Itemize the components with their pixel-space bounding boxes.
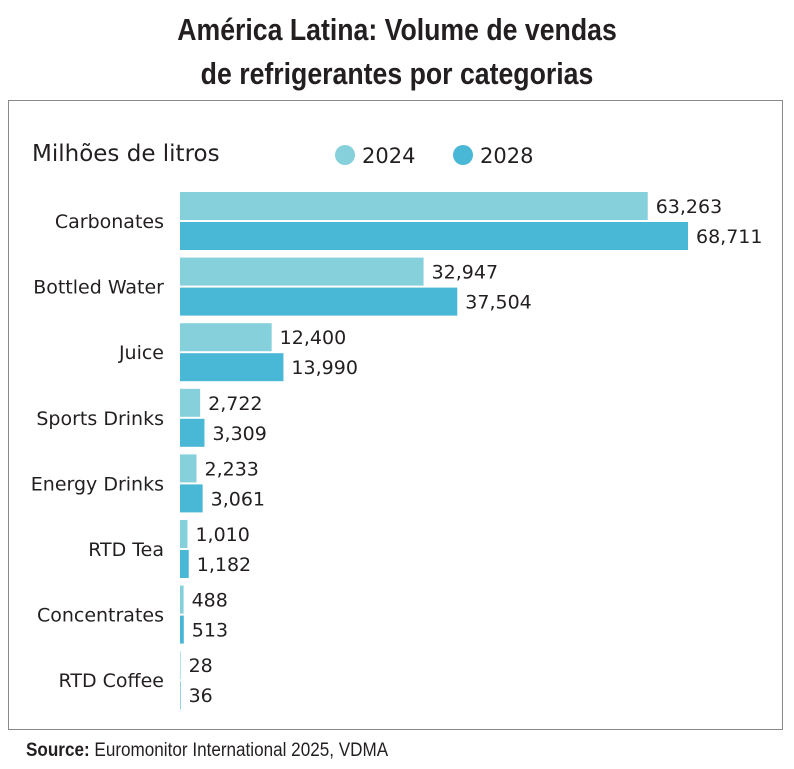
bar-2028: [180, 681, 181, 710]
data-label-2024: 28: [189, 655, 213, 677]
data-label-2024: 1,010: [195, 524, 249, 546]
data-label-2024: 63,263: [656, 196, 722, 218]
bar-2028: [180, 222, 688, 250]
title-line-1: América Latina: Volume de vendas: [177, 12, 617, 47]
legend: 2024 2028: [335, 144, 533, 168]
chart-frame: [8, 100, 783, 730]
data-label-2028: 13,990: [291, 357, 357, 379]
bar-2028: [180, 484, 203, 513]
legend-label-2024: 2024: [362, 144, 415, 168]
bar-2024: [180, 585, 184, 614]
chart-title: América Latina: Volume de vendas de refr…: [56, 8, 739, 96]
plot-area: Carbonates 63,263 68,711 Bottled Water 32,94…: [31, 192, 762, 710]
category-label: Energy Drinks: [31, 473, 164, 495]
data-label-2028: 68,711: [696, 226, 762, 248]
bar-2024: [180, 323, 272, 352]
category-label: RTD Tea: [88, 539, 164, 561]
category-label: RTD Coffee: [59, 670, 164, 692]
category-label: Sports Drinks: [36, 408, 164, 430]
category-label: Carbonates: [55, 211, 164, 233]
bar-2024: [180, 520, 188, 548]
category-label: Juice: [118, 342, 164, 364]
data-label-2028: 37,504: [465, 292, 531, 314]
bar-2028: [180, 418, 205, 447]
bar-2024: [180, 257, 424, 286]
category-label: Bottled Water: [33, 277, 164, 299]
bar-2024: [180, 651, 181, 680]
data-label-2028: 3,309: [212, 423, 266, 445]
data-label-2024: 12,400: [280, 327, 346, 349]
bar-2028: [180, 550, 189, 578]
data-label-2028: 1,182: [197, 554, 251, 576]
source-note: Source: Euromonitor International 2025, …: [26, 740, 388, 762]
legend-label-2028: 2028: [480, 144, 533, 168]
data-label-2024: 488: [192, 590, 228, 612]
unit-label: Milhões de litros: [32, 141, 220, 167]
bar-2024: [180, 454, 197, 483]
data-label-2028: 36: [189, 685, 213, 707]
bar-2028: [180, 353, 284, 382]
bar-2028: [180, 615, 184, 644]
source-text: Euromonitor International 2025, VDMA: [89, 740, 389, 761]
data-label-2028: 3,061: [211, 488, 265, 510]
legend-swatch-2024: [335, 145, 355, 165]
data-label-2024: 32,947: [432, 262, 498, 284]
data-label-2028: 513: [192, 620, 228, 642]
bar-2024: [180, 388, 201, 417]
category-label: Concentrates: [37, 605, 164, 627]
source-label: Source:: [26, 740, 90, 761]
title-line-2: de refrigerantes por categorias: [200, 56, 594, 91]
bar-2028: [180, 287, 458, 316]
data-label-2024: 2,722: [208, 393, 262, 415]
legend-swatch-2028: [453, 145, 473, 165]
data-label-2024: 2,233: [205, 458, 259, 480]
bar-2024: [180, 192, 648, 220]
